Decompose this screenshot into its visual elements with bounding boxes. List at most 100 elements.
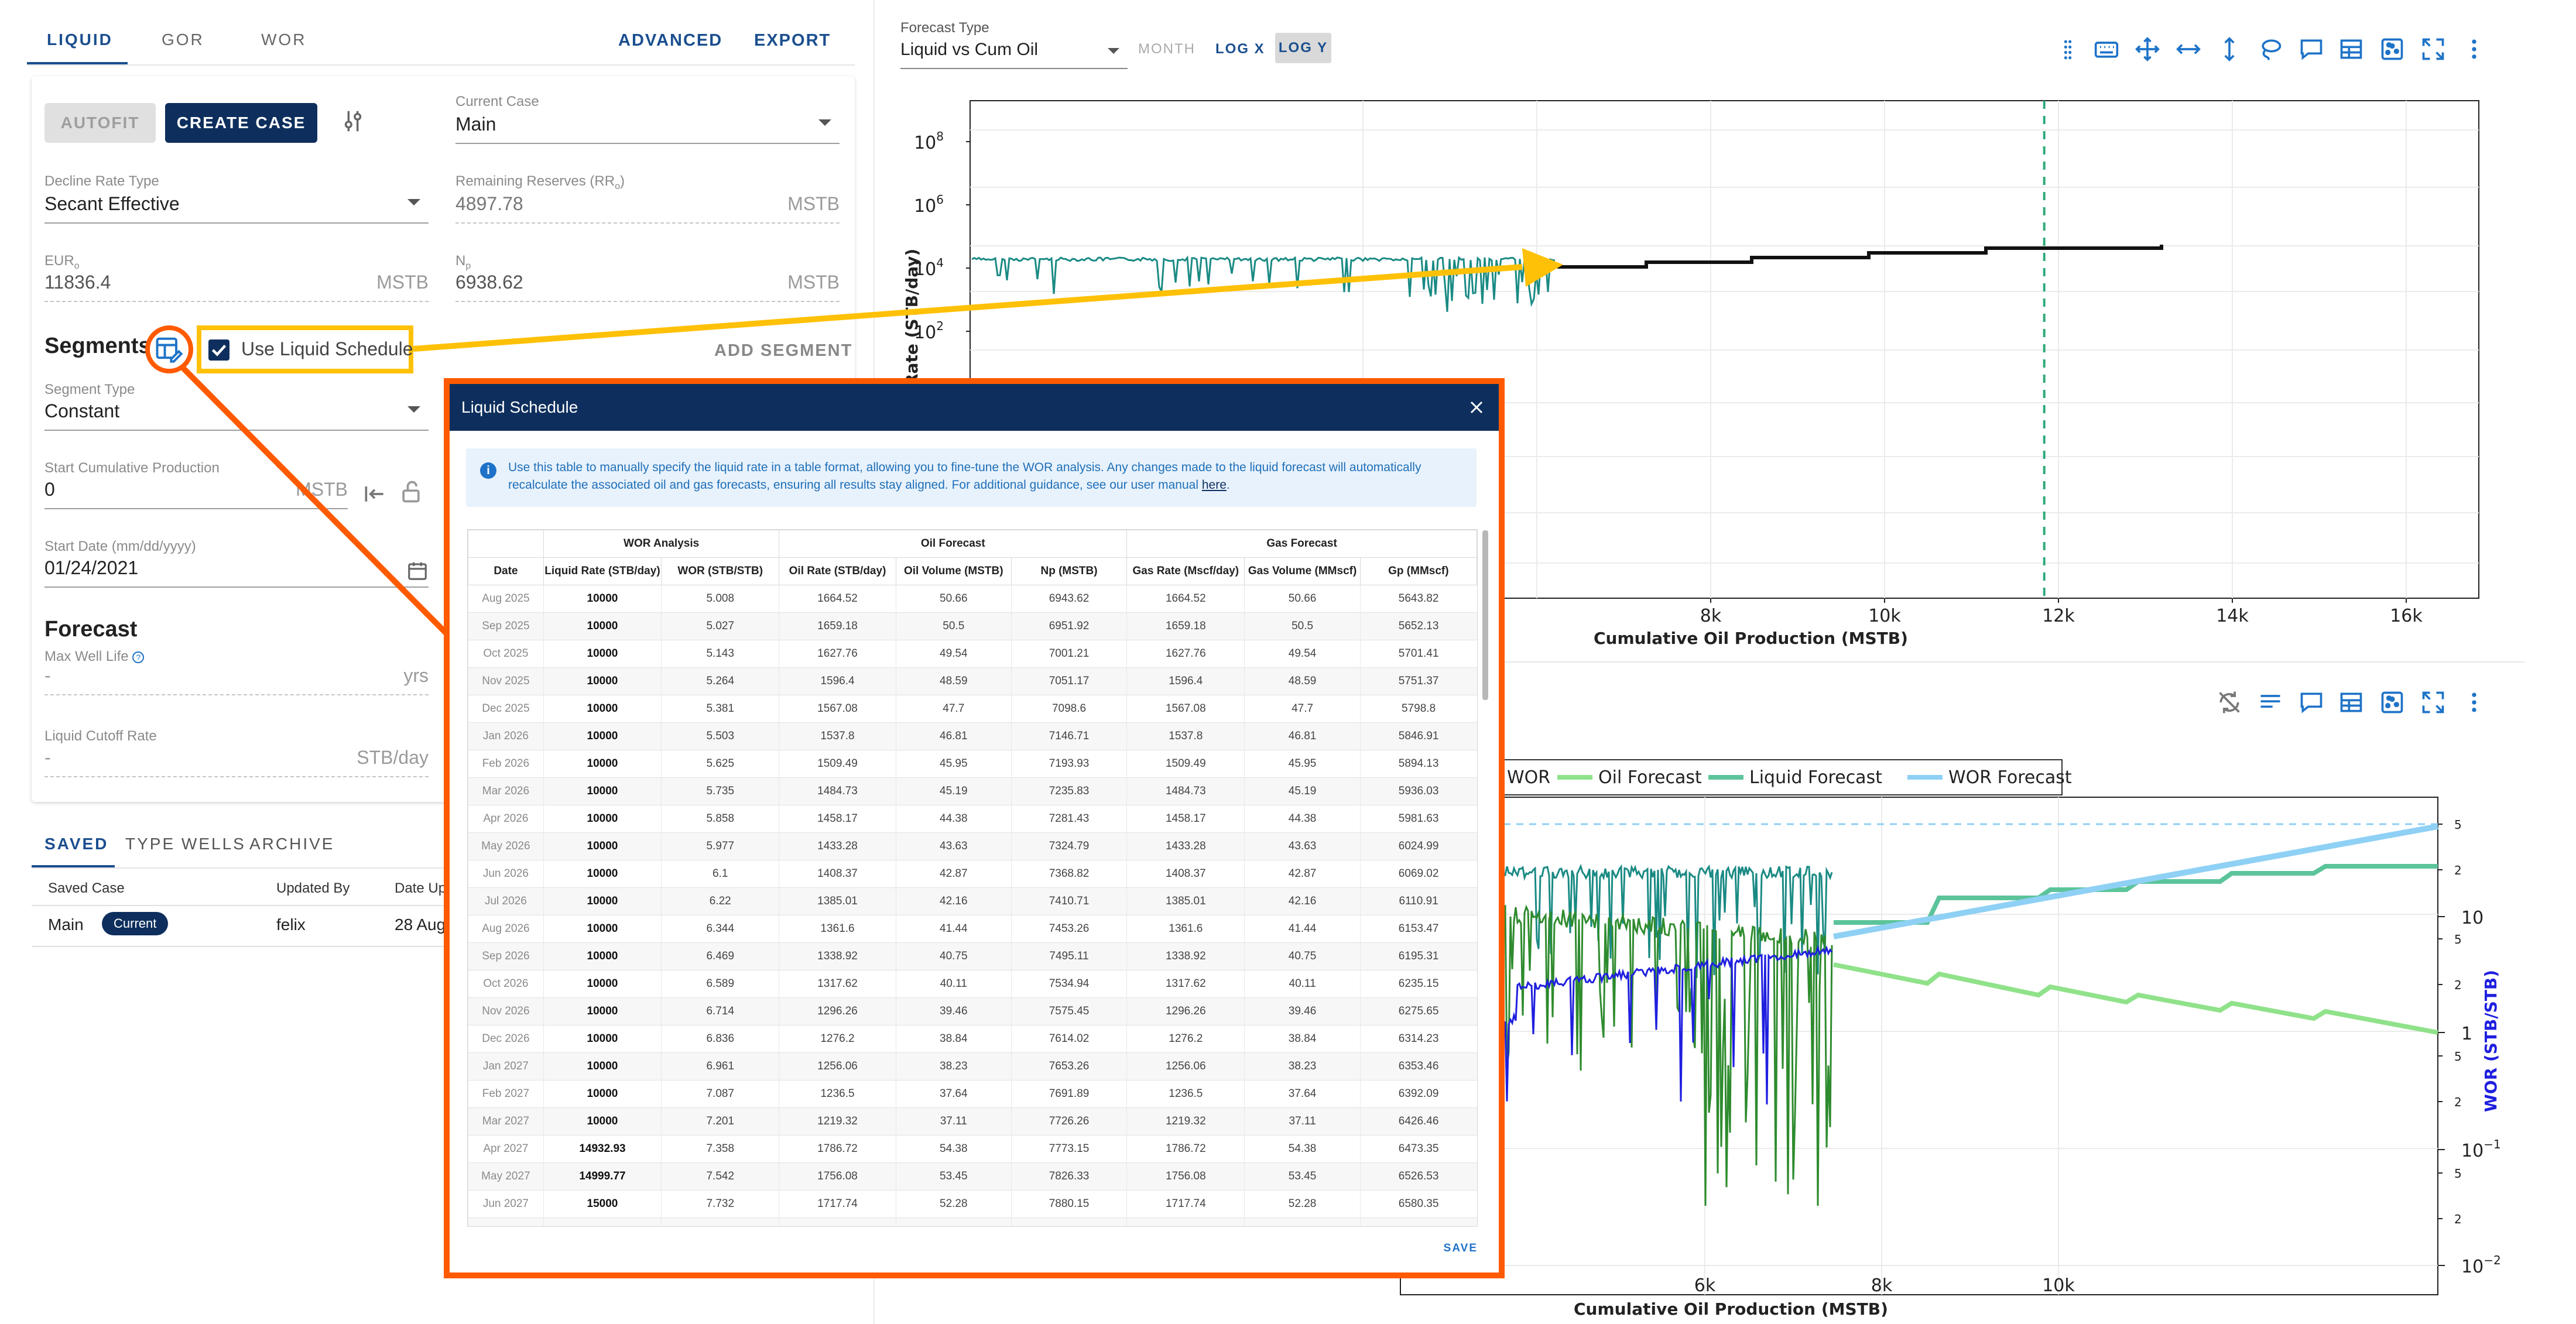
liquid-rate-cell[interactable]: 10000	[543, 1107, 662, 1136]
current-case-value: Main	[455, 114, 496, 135]
liquid-rate-cell[interactable]: 15000	[543, 1217, 662, 1226]
liquid-rate-cell[interactable]: 10000	[543, 942, 662, 970]
table-cell: 6153.47	[1359, 915, 1477, 943]
forecast-type-select[interactable]: Liquid vs Cum Oil	[900, 36, 1128, 69]
tab-type-wells[interactable]: TYPE WELLS	[125, 835, 246, 853]
notes-icon[interactable]	[2258, 690, 2283, 715]
liquid-rate-cell[interactable]: 10000	[543, 997, 662, 1025]
liquid-rate-cell[interactable]: 10000	[543, 667, 662, 695]
liquid-rate-cell[interactable]: 10000	[543, 777, 662, 805]
liquid-rate-cell[interactable]: 10000	[543, 695, 662, 723]
log-x-toggle[interactable]: LOG X	[1215, 41, 1265, 57]
align-left-icon[interactable]	[362, 481, 388, 507]
fullscreen-icon[interactable]	[2420, 690, 2446, 715]
current-case-select[interactable]: Main	[455, 111, 840, 144]
table-row[interactable]: Main Current felix 28 Aug	[32, 907, 453, 940]
lock-open-icon[interactable]	[398, 479, 424, 505]
use-liquid-schedule-checkbox[interactable]	[208, 339, 229, 361]
tab-gor[interactable]: GOR	[162, 30, 204, 49]
month-toggle[interactable]: MONTH	[1138, 41, 1195, 57]
remaining-reserves-value: 4897.78	[455, 193, 523, 214]
table-row: Jan 2026 10000 5.503 1537.8 46.81 7146.71 1537…	[468, 722, 1477, 750]
comment-icon[interactable]	[2298, 690, 2324, 715]
vertical-zoom-icon[interactable]	[2217, 36, 2242, 62]
tab-liquid[interactable]: LIQUID	[47, 30, 113, 49]
liquid-rate-cell[interactable]: 14999.77	[543, 1162, 662, 1191]
tab-archive[interactable]: ARCHIVE	[249, 835, 335, 853]
liquid-cutoff-input[interactable]: - STB/day	[44, 745, 429, 777]
add-segment-button[interactable]: ADD SEGMENT	[714, 341, 853, 360]
table-cell: 1596.4	[1126, 667, 1245, 695]
create-case-button[interactable]: CREATE CASE	[165, 103, 317, 143]
max-well-life-input[interactable]: - yrs	[44, 663, 429, 695]
lasso-icon[interactable]	[2258, 36, 2283, 62]
liquid-rate-cell[interactable]: 10000	[543, 722, 662, 750]
cases-header-date: Date Up	[395, 880, 447, 896]
sync-disabled-icon[interactable]	[2217, 690, 2242, 715]
liquid-rate-cell[interactable]: 10000	[543, 832, 662, 860]
max-well-life-label: Max Well Life ?	[44, 649, 145, 665]
date-cell: Jan 2027	[468, 1052, 544, 1081]
liquid-rate-cell[interactable]: 15000	[543, 1190, 662, 1218]
fullscreen-icon[interactable]	[2420, 36, 2446, 62]
liquid-rate-cell[interactable]: 10000	[543, 585, 662, 613]
autofit-button[interactable]: AUTOFIT	[44, 103, 156, 143]
liquid-rate-cell[interactable]: 10000	[543, 1052, 662, 1081]
info-icon[interactable]: ?	[132, 651, 145, 663]
liquid-rate-cell[interactable]: 10000	[543, 860, 662, 888]
drag-handle-icon[interactable]	[2055, 36, 2081, 62]
table-cell: 37.11	[1244, 1107, 1361, 1136]
liquid-rate-cell[interactable]: 10000	[543, 1025, 662, 1053]
table-icon[interactable]	[2338, 690, 2364, 715]
liquid-rate-cell[interactable]: 10000	[543, 612, 662, 640]
liquid-rate-cell[interactable]: 10000	[543, 1080, 662, 1108]
table-cell: 45.95	[1244, 750, 1361, 778]
log-y-toggle[interactable]: LOG Y	[1275, 33, 1331, 63]
decline-rate-type-select[interactable]: Secant Effective	[44, 191, 429, 224]
liquid-rate-cell[interactable]: 10000	[543, 805, 662, 833]
table-scrollbar[interactable]	[1482, 530, 1488, 700]
liquid-rate-cell[interactable]: 10000	[543, 970, 662, 998]
use-liquid-schedule-label[interactable]: Use Liquid Schedule	[241, 338, 413, 359]
user-manual-link[interactable]: here	[1201, 478, 1227, 492]
y2-minor-tick-label: 5	[2454, 818, 2462, 832]
liquid-rate-cell[interactable]: 10000	[543, 887, 662, 915]
scatter-icon[interactable]	[2379, 36, 2405, 62]
table-icon[interactable]	[2338, 36, 2364, 62]
more-vert-icon[interactable]	[2461, 690, 2487, 715]
start-date-input[interactable]: 01/24/2021	[44, 555, 429, 588]
table-cell: 53.45	[895, 1162, 1012, 1191]
export-button[interactable]: EXPORT	[754, 31, 831, 50]
liquid-rate-cell[interactable]: 14932.93	[543, 1135, 662, 1163]
table-row: Sep 2026 10000 6.469 1338.92 40.75 7495.11 133…	[468, 942, 1477, 970]
advanced-button[interactable]: ADVANCED	[618, 31, 723, 50]
horizontal-zoom-icon[interactable]	[2176, 36, 2201, 62]
table-row: Jun 2026 10000 6.1 1408.37 42.87 7368.82 1408.…	[468, 860, 1477, 888]
segment-type-select[interactable]: Constant	[44, 398, 429, 431]
close-icon[interactable]	[1466, 397, 1487, 418]
pan-icon[interactable]	[2135, 36, 2160, 62]
table-cell: 42.87	[895, 860, 1012, 888]
table-cell: 5894.13	[1359, 750, 1477, 778]
liquid-rate-cell[interactable]: 10000	[543, 640, 662, 668]
table-row: Aug 2026 10000 6.344 1361.6 41.44 7453.26 1361…	[468, 915, 1477, 943]
scatter-icon[interactable]	[2379, 690, 2405, 715]
table-cell: 1276.2	[779, 1025, 896, 1053]
liquid-rate-cell[interactable]: 10000	[543, 915, 662, 943]
tab-saved[interactable]: SAVED	[44, 835, 109, 853]
table-cell: 50.5	[1244, 612, 1361, 640]
save-button[interactable]: SAVE	[1443, 1242, 1478, 1254]
bottom-chart[interactable]: WOR Oil Forecast Liquid Forecast WOR For…	[873, 749, 2524, 1323]
table-cell: 1627.76	[1126, 640, 1245, 668]
keyboard-icon[interactable]	[2094, 36, 2119, 62]
table-cell: 6.961	[661, 1052, 779, 1081]
liquid-rate-cell[interactable]: 10000	[543, 750, 662, 778]
comment-icon[interactable]	[2298, 36, 2324, 62]
more-vert-icon[interactable]	[2461, 36, 2487, 62]
tune-icon[interactable]	[340, 108, 366, 135]
tab-wor[interactable]: WOR	[261, 30, 307, 49]
case-name: Main	[48, 915, 84, 934]
y2-minor-tick-label: 5	[2454, 1049, 2462, 1064]
calendar-icon[interactable]	[406, 560, 429, 582]
start-cum-input[interactable]: 0 MSTB	[44, 476, 348, 509]
